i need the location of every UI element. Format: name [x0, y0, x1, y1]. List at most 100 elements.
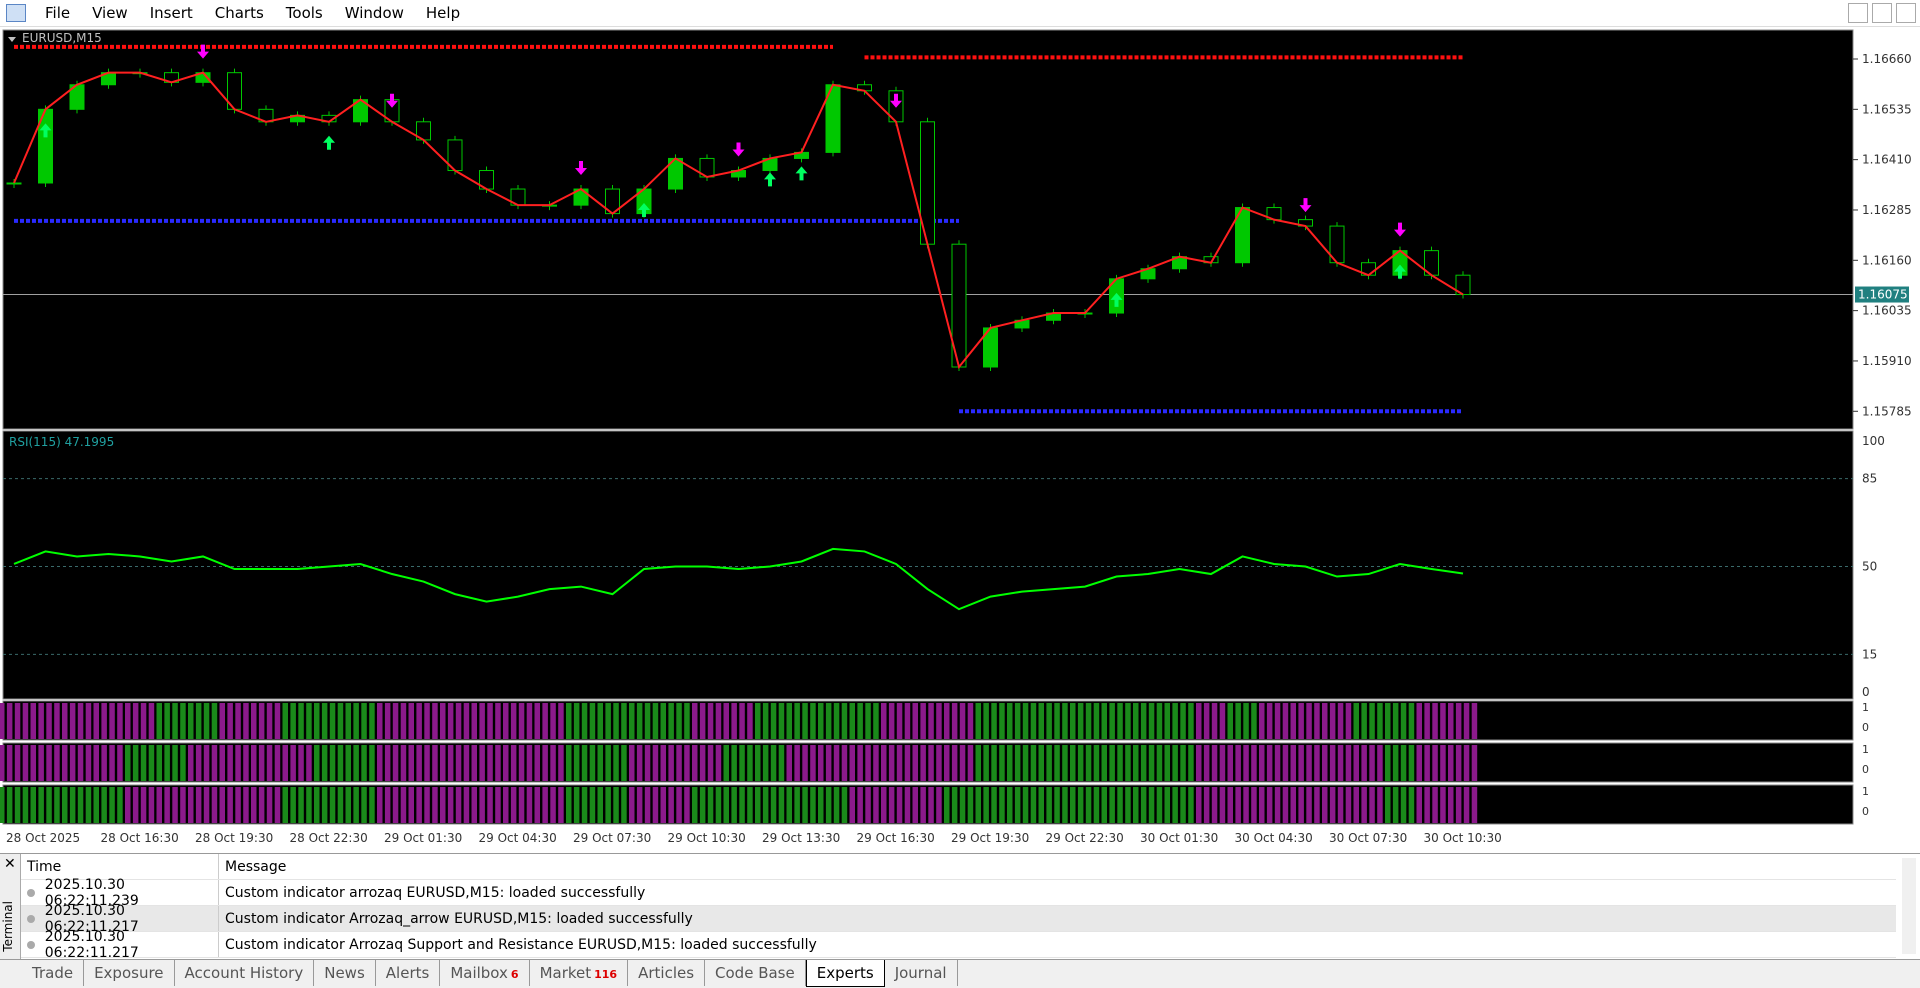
- tab[interactable]: Account History: [175, 960, 315, 986]
- hist-bar: [825, 703, 832, 739]
- hist-bar: [1140, 787, 1147, 823]
- close-terminal[interactable]: ✕: [4, 856, 16, 872]
- time-cell: 2025.10.30 06:22:11.239: [21, 877, 219, 909]
- hist-bar: [164, 703, 170, 739]
- hist-bar: [959, 703, 966, 739]
- scrollbar[interactable]: [1902, 858, 1916, 954]
- hist-bar: [668, 703, 674, 739]
- hist-bar: [235, 745, 241, 781]
- restore[interactable]: [1872, 3, 1892, 23]
- hist-bar: [432, 745, 438, 781]
- y-tick-label: 0: [1862, 685, 1870, 699]
- tab[interactable]: Alerts: [376, 960, 441, 986]
- hist-bar: [581, 787, 588, 823]
- hist-bar: [1109, 787, 1115, 823]
- hist-bar: [188, 787, 194, 823]
- hist-bar: [904, 745, 911, 781]
- tab-label: News: [324, 964, 365, 982]
- tab-badge: 116: [594, 968, 618, 981]
- hist-bar: [251, 745, 257, 781]
- symbol-toggle[interactable]: [8, 37, 16, 42]
- tab[interactable]: News: [314, 960, 376, 986]
- hist-bar: [22, 745, 29, 781]
- up-arrow: [39, 123, 52, 138]
- tab[interactable]: Experts: [805, 960, 885, 987]
- hist-bar: [38, 787, 44, 823]
- hist-bar: [447, 745, 454, 781]
- hist-bar: [542, 745, 548, 781]
- hist-bar: [1180, 703, 1186, 739]
- close[interactable]: [1896, 3, 1916, 23]
- hist-bar: [944, 703, 950, 739]
- hist-bar: [479, 787, 485, 823]
- hist-bar: [707, 787, 714, 823]
- log-row[interactable]: 2025.10.30 06:22:11.217 Custom indicator …: [21, 903, 1896, 935]
- hist-bar: [510, 787, 517, 823]
- hist-bar: [896, 745, 903, 781]
- column-header[interactable]: Message: [225, 858, 287, 875]
- hist-bar: [676, 787, 682, 823]
- y-tick-label: 85: [1862, 472, 1877, 486]
- hist-bar: [140, 787, 147, 823]
- hist-bar: [384, 745, 391, 781]
- menu-item[interactable]: Help: [425, 4, 461, 22]
- hist-bar: [936, 745, 942, 781]
- tab[interactable]: Mailbox 6: [440, 960, 530, 986]
- hist-bar: [148, 703, 155, 739]
- menu-item[interactable]: Insert: [149, 4, 193, 22]
- menu-item[interactable]: Window: [344, 4, 404, 22]
- minimize[interactable]: [1848, 3, 1868, 23]
- hist-bar: [676, 703, 682, 739]
- hist-bar: [495, 703, 501, 739]
- menu-item[interactable]: Charts: [214, 4, 264, 22]
- hist-bar: [1298, 745, 1304, 781]
- log-row[interactable]: 2025.10.30 06:22:11.217 Custom indicator …: [21, 928, 1896, 961]
- hist-bar: [321, 745, 328, 781]
- hist-bar: [873, 745, 879, 781]
- hist-bar: [1211, 703, 1218, 739]
- menu-item[interactable]: File: [45, 4, 71, 22]
- hist-bar: [1259, 703, 1265, 739]
- time-text: 2025.10.30 06:22:11.217: [44, 928, 139, 961]
- down-arrow: [197, 44, 209, 59]
- hist-bar: [1196, 787, 1202, 823]
- hist-bar: [1046, 787, 1052, 823]
- hist-bar: [1007, 745, 1013, 781]
- tab[interactable]: Code Base: [705, 960, 806, 986]
- hist-bar: [715, 703, 722, 739]
- column-header[interactable]: Time: [21, 854, 219, 879]
- hist-bar: [219, 745, 225, 781]
- tab[interactable]: Market 116: [530, 960, 629, 986]
- hist-bar: [589, 703, 596, 739]
- tab-label: Exposure: [94, 964, 164, 982]
- x-tick-label: 28 Oct 16:30: [101, 831, 179, 845]
- menu-item[interactable]: View: [92, 4, 128, 22]
- tab[interactable]: Journal: [885, 960, 958, 986]
- hist-bar: [1306, 703, 1312, 739]
- hist-bar: [266, 703, 273, 739]
- tab[interactable]: Trade: [22, 960, 85, 986]
- hist-bar: [1109, 745, 1115, 781]
- hist-bar: [1432, 703, 1438, 739]
- hist-bar: [904, 703, 911, 739]
- log-row[interactable]: 2025.10.30 06:22:11.239 Custom indicator …: [21, 877, 1896, 909]
- hist-bar: [684, 745, 690, 781]
- menu-item[interactable]: Tools: [285, 4, 323, 22]
- hist-bar: [392, 703, 399, 739]
- hist-bar: [928, 703, 934, 739]
- app-icon[interactable]: [6, 4, 26, 22]
- x-tick-label: 30 Oct 04:30: [1235, 831, 1313, 845]
- hist-bar: [1455, 787, 1462, 823]
- hist-bar: [794, 703, 800, 739]
- hist-bar: [1227, 703, 1233, 739]
- hist-bar: [180, 787, 186, 823]
- hist-bar: [1133, 745, 1139, 781]
- hist-bar: [723, 745, 729, 781]
- hist-bar: [6, 787, 13, 823]
- tab[interactable]: Exposure: [84, 960, 175, 986]
- hist-bar: [1014, 745, 1021, 781]
- hist-bar: [810, 745, 816, 781]
- hist-bar: [30, 787, 36, 823]
- tab[interactable]: Articles: [628, 960, 706, 986]
